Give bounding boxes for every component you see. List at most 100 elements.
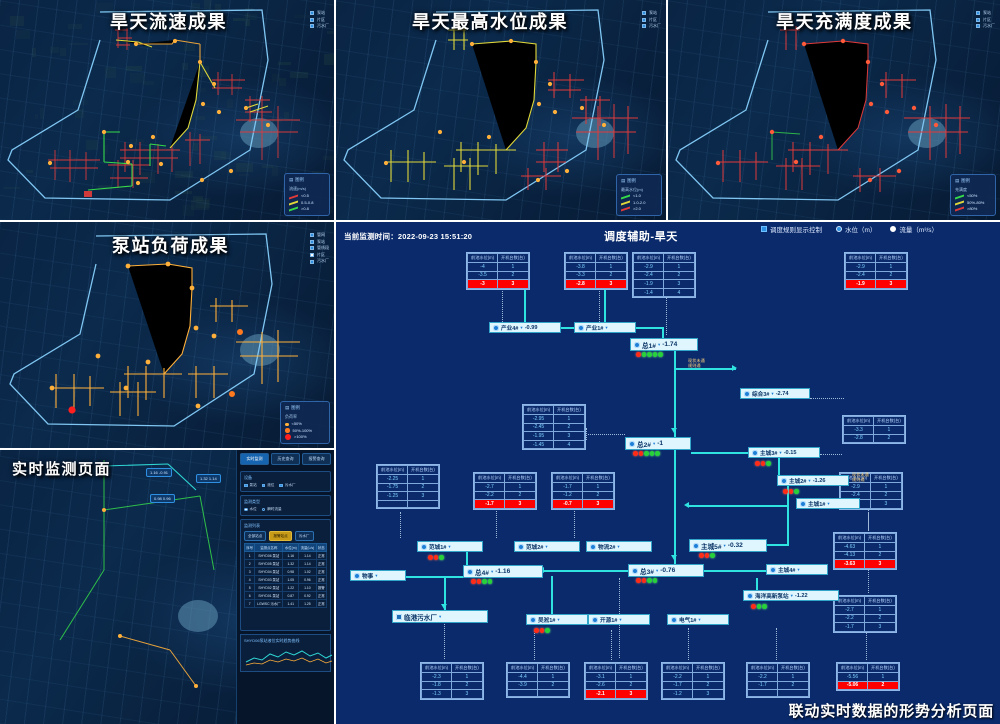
chevron-down-icon[interactable]: ▾ bbox=[655, 567, 659, 573]
chevron-down-icon[interactable]: ▾ bbox=[438, 613, 442, 619]
chevron-down-icon[interactable]: ▾ bbox=[790, 592, 793, 598]
layer-checkbox[interactable] bbox=[642, 17, 646, 22]
flow-node-n_wl2[interactable]: 物流2# ▾ bbox=[586, 541, 652, 552]
table-row[interactable]: 5 SHYD02 泵站 1.22 1.10 报警 bbox=[243, 583, 328, 592]
device-option[interactable]: 污水厂 bbox=[279, 483, 296, 488]
alarm-stations-button[interactable]: 报警站点 bbox=[269, 531, 292, 541]
device-options[interactable]: 泵站 液位 污水厂 bbox=[244, 483, 327, 488]
table-row[interactable]: 3 SHYD04 泵站 0.98 1.02 正常 bbox=[243, 567, 328, 576]
flow-node-n_z4[interactable]: 总4# ▾ -1.16 bbox=[463, 565, 543, 578]
layer-item[interactable]: 泵站 bbox=[310, 10, 329, 17]
flow-node-n_z3[interactable]: 总3# ▾ -0.76 bbox=[628, 564, 704, 577]
chevron-down-icon[interactable]: ▾ bbox=[797, 566, 800, 572]
legend-rule-display-toggle[interactable]: 调度规则显示控制 bbox=[760, 224, 822, 234]
flow-node-n_zc5[interactable]: 主城5# ▾ -0.32 bbox=[689, 539, 767, 552]
map-layer-list[interactable]: 管网 泵站 管线段 片区 污水厂 bbox=[310, 232, 329, 265]
layer-checkbox[interactable] bbox=[310, 259, 314, 264]
flow-node-n_zc4[interactable]: 主城4# ▾ bbox=[766, 564, 828, 575]
map-popup[interactable]: 0.98 0.96 bbox=[150, 494, 175, 503]
map-popup[interactable]: 1.32 1.14 bbox=[196, 474, 221, 483]
layer-item[interactable]: 污水厂 bbox=[310, 258, 329, 265]
layer-item[interactable]: 泵站 bbox=[642, 10, 661, 17]
table-row[interactable]: 4 SHYD03 泵站 1.05 0.96 正常 bbox=[243, 575, 328, 584]
type-options[interactable]: 水位 瞬时流量 bbox=[244, 507, 327, 512]
layer-item[interactable]: 片区 bbox=[642, 17, 661, 24]
chevron-down-icon[interactable]: ▾ bbox=[771, 390, 774, 396]
chevron-down-icon[interactable]: ▾ bbox=[490, 568, 494, 574]
flow-node-n_ky1[interactable]: 开源1# ▾ bbox=[588, 614, 650, 625]
radio-icon[interactable] bbox=[835, 226, 842, 232]
flow-node-n_fq2[interactable]: 范城2# ▾ bbox=[514, 541, 580, 552]
layer-item[interactable]: 管网 bbox=[310, 232, 329, 239]
chevron-down-icon[interactable]: ▾ bbox=[520, 324, 523, 330]
flow-node-n_z1[interactable]: 总1# ▾ -1.74 bbox=[630, 338, 698, 351]
table-row[interactable]: 2 SHYD05 泵站 1.32 1.14 正常 bbox=[243, 559, 328, 568]
flow-node-n_hyb[interactable]: 海洋高新泵站 ▾ -1.22 bbox=[743, 590, 839, 601]
monitor-table[interactable]: 序号 监测点名称 水位(m) 流量(L/s) 状态 1 SHYD06 泵站 1.16… bbox=[243, 543, 328, 608]
flow-node-n_wy1[interactable]: 吴淞1# ▾ bbox=[526, 614, 588, 625]
layer-item[interactable]: 片区 bbox=[310, 17, 329, 24]
plant-button[interactable]: 污水厂 bbox=[294, 531, 314, 541]
map-panel-fullness[interactable]: 旱天充满度成果 泵站 片区 污水厂 ▤ 图例 充满度 <50% 50%-80% … bbox=[668, 0, 1000, 220]
layer-item[interactable]: 污水厂 bbox=[642, 23, 661, 30]
flow-node-n_zc1[interactable]: 主城1# ▾ bbox=[796, 498, 860, 509]
monitor-tabs[interactable]: 实时监测 历史查询 报警查询 bbox=[237, 450, 334, 468]
layer-checkbox[interactable] bbox=[642, 11, 646, 16]
chevron-down-icon[interactable]: ▾ bbox=[827, 500, 830, 506]
chevron-down-icon[interactable]: ▾ bbox=[375, 572, 378, 578]
chevron-down-icon[interactable]: ▾ bbox=[545, 543, 548, 549]
layer-checkbox[interactable] bbox=[310, 233, 314, 238]
flow-node-n_other[interactable]: 物事 ▾ bbox=[350, 570, 406, 581]
map-panel-dry-velocity[interactable]: 旱天流速成果 泵站 片区 污水厂 ▤ 图例 流速(m/s) <0.5 0.5-0… bbox=[0, 0, 334, 220]
radio-icon[interactable] bbox=[890, 226, 897, 232]
chevron-down-icon[interactable]: ▾ bbox=[698, 616, 701, 622]
map-layer-list[interactable]: 泵站 片区 污水厂 bbox=[310, 10, 329, 30]
flow-node-n_fq1[interactable]: 范城1# ▾ bbox=[417, 541, 483, 552]
device-option[interactable]: 液位 bbox=[261, 483, 274, 488]
chevron-down-icon[interactable]: ▾ bbox=[605, 324, 608, 330]
table-body[interactable]: 1 SHYD06 泵站 1.16 1.14 正常 2 SHYD05 泵站 1.32 1.14 正常… bbox=[243, 551, 328, 608]
table-row[interactable]: 1 SHYD06 泵站 1.16 1.14 正常 bbox=[243, 551, 328, 560]
device-option[interactable]: 泵站 bbox=[244, 483, 257, 488]
tab-history[interactable]: 历史查询 bbox=[271, 453, 300, 465]
layer-item[interactable]: 泵站 bbox=[310, 239, 329, 246]
list-filter-buttons[interactable]: 全部站点 报警站点 污水厂 bbox=[244, 531, 327, 541]
table-row[interactable]: 7 LGWSC 污水厂 1.41 1.25 正常 bbox=[243, 599, 328, 608]
layer-checkbox[interactable] bbox=[976, 17, 980, 22]
chevron-down-icon[interactable]: ▾ bbox=[657, 341, 661, 347]
layer-item[interactable]: 污水厂 bbox=[976, 23, 995, 30]
map-panel-pump-load[interactable]: 泵站负荷成果 管网 泵站 管线段 片区 污水厂 ▤ 图例 负荷率 <50% 50… bbox=[0, 222, 334, 448]
legend-water-level-radio[interactable]: 水位（m） bbox=[835, 224, 876, 234]
monitor-sidebar[interactable]: 实时监测 历史查询 报警查询 设备 泵站 液位 污水厂 监测类型 水位 瞬时流量 bbox=[236, 450, 334, 724]
flow-node-n_dq1[interactable]: 电气1# ▾ bbox=[667, 614, 729, 625]
trend-chart-card[interactable]: SHYD06泵站液位实时趋势曲线 bbox=[240, 634, 333, 672]
map-panel-max-water-level[interactable]: 旱天最高水位成果 泵站 片区 污水厂 ▤ 图例 最高水位(m) <1.0 1.0… bbox=[336, 0, 666, 220]
layer-item[interactable]: 泵站 bbox=[976, 10, 995, 17]
device-filter-card[interactable]: 设备 泵站 液位 污水厂 bbox=[240, 471, 331, 492]
layer-checkbox[interactable] bbox=[642, 24, 646, 29]
layer-item[interactable]: 片区 bbox=[310, 252, 329, 259]
map-layer-list[interactable]: 泵站 片区 污水厂 bbox=[642, 10, 661, 30]
chevron-down-icon[interactable]: ▾ bbox=[448, 543, 451, 549]
layer-checkbox[interactable] bbox=[310, 239, 314, 244]
all-stations-button[interactable]: 全部站点 bbox=[244, 531, 267, 541]
checkbox-icon[interactable] bbox=[261, 483, 266, 488]
dispatch-legend[interactable]: 调度规则显示控制 水位（m） 流量（m³/s） bbox=[760, 224, 938, 234]
radio-icon[interactable] bbox=[244, 507, 248, 512]
chevron-down-icon[interactable]: ▾ bbox=[619, 616, 622, 622]
layer-checkbox[interactable] bbox=[310, 17, 314, 22]
layer-checkbox[interactable] bbox=[976, 11, 980, 16]
chevron-down-icon[interactable]: ▾ bbox=[808, 477, 811, 483]
chevron-down-icon[interactable]: ▾ bbox=[723, 542, 726, 548]
type-option[interactable]: 水位 bbox=[244, 507, 257, 512]
monitor-type-card[interactable]: 监测类型 水位 瞬时流量 bbox=[240, 495, 331, 516]
checkbox-icon[interactable] bbox=[760, 226, 767, 232]
flow-node-n_zc2[interactable]: 主城2# ▾ -1.26 bbox=[777, 475, 849, 486]
legend-flow-radio[interactable]: 流量（m³/s） bbox=[890, 224, 938, 234]
realtime-monitoring-panel[interactable]: 实时监测页面 1.16 -0.91 1.32 1.14 0.98 0.96 实时… bbox=[0, 450, 334, 724]
tab-alarm[interactable]: 报警查询 bbox=[302, 453, 331, 465]
layer-item[interactable]: 管线段 bbox=[310, 245, 329, 252]
layer-checkbox[interactable] bbox=[310, 11, 314, 16]
map-layer-list[interactable]: 泵站 片区 污水厂 bbox=[976, 10, 995, 30]
flow-node-n_z2[interactable]: 总2# ▾ -1 bbox=[625, 437, 691, 450]
